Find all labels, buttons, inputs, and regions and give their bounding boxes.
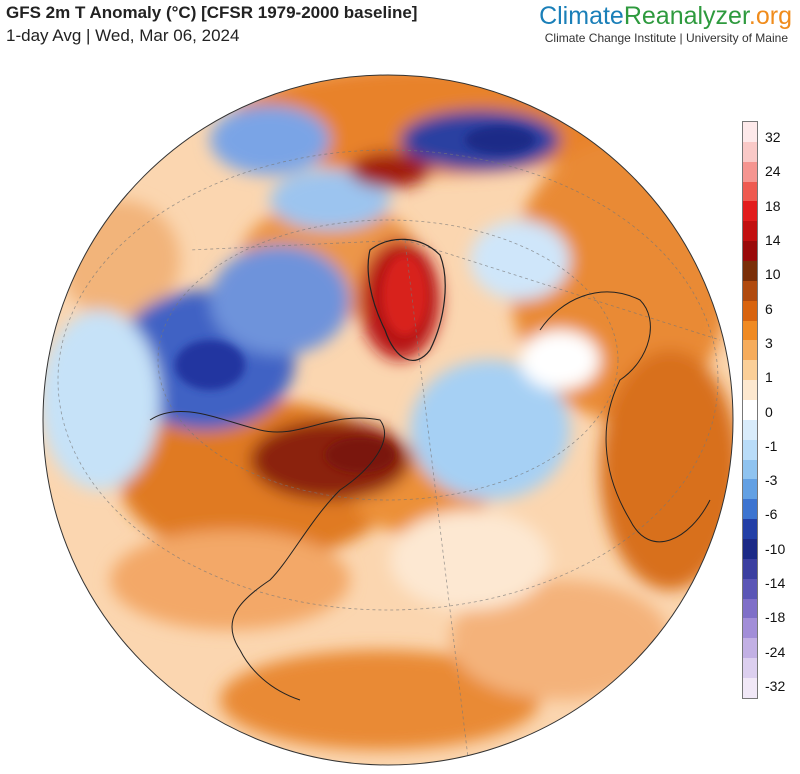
- legend-tick-label: -10: [765, 540, 786, 557]
- legend-swatch: [743, 419, 757, 440]
- legend-tick-label: 24: [765, 163, 781, 180]
- legend-swatch: [743, 261, 757, 281]
- north-america-coast: [149, 410, 385, 701]
- legend-swatch: [743, 598, 757, 619]
- legend-tick-label: 10: [765, 266, 781, 283]
- legend-tick-label: -1: [765, 437, 778, 454]
- legend-swatch: [743, 499, 757, 520]
- europe-africa-coast: [539, 291, 711, 543]
- legend-swatch: [743, 678, 757, 698]
- legend-swatch: [743, 459, 757, 480]
- legend-swatch: [743, 122, 757, 142]
- legend-tick-label: 32: [765, 129, 781, 145]
- greenland-outline: [367, 238, 446, 361]
- legend-swatch: [743, 618, 757, 639]
- legend-swatch: [743, 479, 757, 500]
- legend-tick-label: -18: [765, 609, 786, 626]
- legend-swatch: [743, 558, 757, 579]
- legend-tick-label: -14: [765, 575, 786, 592]
- legend-tick-label: 3: [765, 334, 773, 351]
- legend-swatch: [743, 658, 757, 679]
- legend-swatch: [743, 161, 757, 182]
- brand-part-2: Reanalyzer: [623, 2, 749, 30]
- legend-swatch: [743, 360, 757, 381]
- legend-tick-label: -32: [765, 678, 786, 694]
- legend-swatch: [743, 519, 757, 540]
- legend-swatch: [743, 241, 757, 262]
- brand-part-3: .org: [748, 2, 792, 30]
- legend-tick-label: -24: [765, 643, 786, 660]
- legend-swatch: [743, 439, 757, 460]
- chart-title: GFS 2m T Anomaly (°C) [CFSR 1979-2000 ba…: [6, 3, 418, 22]
- legend-swatch: [743, 221, 757, 242]
- legend-tick-label: -6: [765, 506, 778, 523]
- legend-swatch: [743, 300, 757, 321]
- legend-swatch: [743, 380, 757, 401]
- legend-swatch: [743, 638, 757, 659]
- legend-swatch: [743, 280, 757, 301]
- brand-subtitle: Climate Change Institute | University of…: [544, 31, 788, 45]
- legend-tick-label: 18: [765, 197, 781, 214]
- chart-subtitle: 1-day Avg | Wed, Mar 06, 2024: [6, 26, 240, 45]
- legend-tick-label: 0: [765, 403, 773, 420]
- brand-logo[interactable]: ClimateReanalyzer.org: [539, 2, 792, 31]
- legend-swatch: [743, 320, 757, 341]
- legend-swatch: [743, 201, 757, 222]
- brand-part-1: Climate: [539, 2, 624, 30]
- legend-swatch: [743, 578, 757, 599]
- legend-tick-label: 1: [765, 369, 773, 386]
- color-legend: [742, 121, 758, 699]
- legend-tick-label: 6: [765, 300, 773, 317]
- legend-swatch: [743, 539, 757, 559]
- legend-swatch: [743, 141, 757, 162]
- legend-tick-label: 14: [765, 231, 781, 248]
- legend-tick-label: -3: [765, 472, 778, 489]
- legend-swatch: [743, 400, 757, 420]
- legend-swatch: [743, 340, 757, 361]
- legend-swatch: [743, 181, 757, 202]
